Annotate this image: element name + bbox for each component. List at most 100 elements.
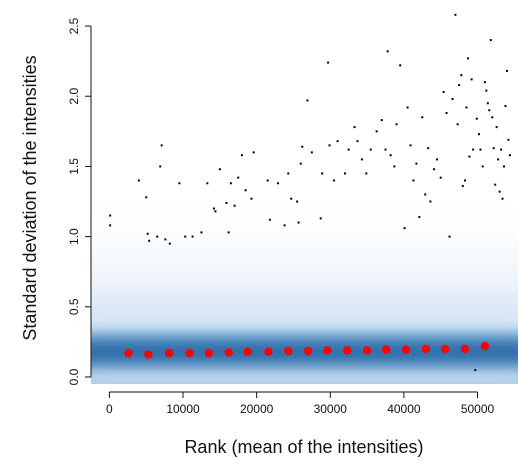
outlier-point xyxy=(415,162,418,165)
outlier-point xyxy=(475,117,478,120)
outlier-point xyxy=(218,168,221,171)
outlier-point xyxy=(233,204,236,207)
outlier-point xyxy=(244,189,247,192)
outlier-point xyxy=(160,144,163,147)
outlier-point xyxy=(225,201,228,204)
outlier-point xyxy=(504,105,507,108)
outlier-point xyxy=(360,158,363,161)
x-axis: 0 10000 20000 30000 40000 50000 xyxy=(106,391,495,416)
outlier-point xyxy=(463,179,466,182)
trend-marker xyxy=(323,346,332,355)
outlier-point xyxy=(332,179,335,182)
y-tick-label: 0.5 xyxy=(67,298,81,315)
outlier-point xyxy=(393,165,396,168)
outlier-point xyxy=(481,165,484,168)
outlier-point xyxy=(495,126,498,129)
trend-marker xyxy=(382,345,391,354)
outlier-point xyxy=(178,182,181,185)
outlier-point xyxy=(474,368,477,371)
trend-marker xyxy=(440,344,450,354)
x-tick-label: 0 xyxy=(106,402,113,416)
x-tick-label: 20000 xyxy=(240,402,274,416)
outlier-point xyxy=(159,165,162,168)
outlier-point xyxy=(470,78,473,81)
outlier-point xyxy=(109,224,112,227)
outlier-point xyxy=(365,172,368,175)
outlier-point xyxy=(336,140,339,143)
outlier-point xyxy=(156,235,159,238)
outlier-point xyxy=(489,39,492,42)
trend-marker xyxy=(144,350,153,359)
outlier-point xyxy=(445,112,448,115)
outlier-point xyxy=(283,224,286,227)
trend-marker xyxy=(421,344,431,354)
outlier-point xyxy=(501,197,504,200)
y-tick-label: 0.0 xyxy=(67,368,81,385)
outlier-point xyxy=(485,89,488,92)
trend-marker xyxy=(362,346,372,355)
outlier-point xyxy=(508,154,511,157)
y-tick-label: 1.5 xyxy=(67,158,81,175)
trend-marker xyxy=(303,346,313,356)
outlier-point xyxy=(164,238,167,241)
trend-markers xyxy=(124,341,490,359)
outlier-point xyxy=(477,133,480,136)
outlier-point xyxy=(214,210,217,213)
outlier-point xyxy=(507,138,510,141)
outlier-point xyxy=(395,123,398,126)
outlier-point xyxy=(497,158,500,161)
outlier-point xyxy=(486,102,489,105)
outlier-point xyxy=(301,145,304,148)
outlier-point xyxy=(399,64,402,67)
outlier-point xyxy=(466,57,469,60)
trend-marker xyxy=(284,346,293,356)
outlier-point xyxy=(212,207,215,210)
outlier-point xyxy=(406,106,409,109)
outlier-point xyxy=(321,172,324,175)
outlier-point xyxy=(439,176,442,179)
trend-marker xyxy=(401,345,411,354)
outlier-point xyxy=(290,197,293,200)
outlier-point xyxy=(306,99,309,102)
outlier-point xyxy=(328,144,331,147)
outlier-point xyxy=(310,151,313,154)
y-tick-label: 2.0 xyxy=(67,88,81,105)
outlier-point xyxy=(327,61,330,64)
trend-marker xyxy=(164,348,174,358)
x-tick-label: 40000 xyxy=(387,402,421,416)
outlier-point xyxy=(380,119,383,122)
trend-marker xyxy=(460,344,470,354)
outlier-point xyxy=(409,144,412,147)
outlier-point xyxy=(421,116,424,119)
trend-marker xyxy=(224,348,233,357)
outlier-point xyxy=(442,91,445,94)
outlier-point xyxy=(483,81,486,84)
outlier-point xyxy=(456,123,459,126)
x-tick-label: 10000 xyxy=(166,402,200,416)
outlier-point xyxy=(250,197,253,200)
outlier-point xyxy=(168,242,171,245)
outlier-point xyxy=(146,232,149,235)
outlier-point xyxy=(498,190,501,193)
outlier-point xyxy=(206,182,209,185)
outlier-point xyxy=(384,148,387,151)
outlier-point xyxy=(429,200,432,203)
y-axis: 0.0 0.5 1.0 1.5 2.0 2.5 xyxy=(67,17,92,385)
outlier-point xyxy=(418,215,421,218)
trend-marker xyxy=(204,348,213,358)
outlier-point xyxy=(494,183,497,186)
outlier-point xyxy=(427,147,430,150)
outlier-point xyxy=(343,172,346,175)
trend-marker xyxy=(264,347,273,356)
outlier-point xyxy=(148,239,151,242)
outlier-point xyxy=(252,151,255,154)
outlier-point xyxy=(433,168,436,171)
outlier-point xyxy=(375,130,378,133)
outlier-point xyxy=(184,235,187,238)
outlier-point xyxy=(461,185,464,188)
outlier-point xyxy=(356,140,359,143)
y-tick-label: 1.0 xyxy=(67,228,81,245)
outlier-point xyxy=(109,214,112,217)
outlier-point xyxy=(465,106,468,109)
